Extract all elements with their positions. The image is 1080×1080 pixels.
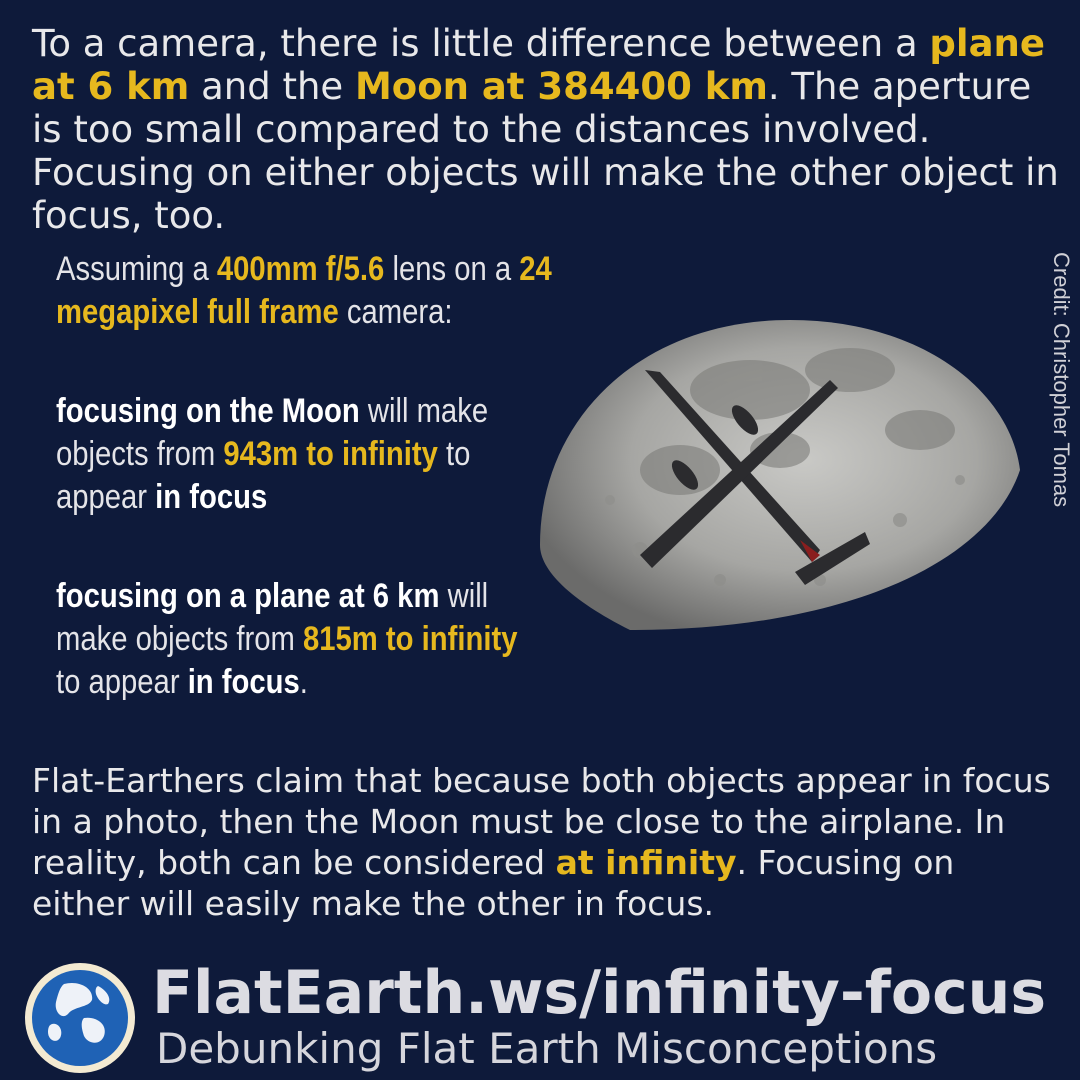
intro-highlight-plane: plane at 6 km — [32, 22, 1045, 108]
assumption-paragraph: Assuming a 400mm f/5.6 lens on a 24 mega… — [56, 248, 572, 334]
intro-text: . The aperture is too small compared to … — [32, 65, 1059, 237]
assumption-text: lens on a — [384, 250, 520, 288]
plane-focus-paragraph: focusing on a plane at 6 km will make ob… — [56, 575, 538, 704]
moon-plane-photo — [540, 320, 1020, 630]
intro-text: To a camera, there is little difference … — [32, 22, 930, 65]
moon-focus-range: 943m to infinity — [223, 435, 438, 473]
outro-highlight: at infinity — [555, 843, 737, 882]
intro-text: and the — [189, 65, 355, 108]
plane-focus-text: to appear — [56, 663, 188, 701]
moon-focus-paragraph: focusing on the Moon will make objects f… — [56, 390, 503, 519]
assumption-text: Assuming a — [56, 250, 217, 288]
outro-paragraph: Flat-Earthers claim that because both ob… — [32, 760, 1062, 924]
outro-text: . Focusing on either will easily make th… — [32, 843, 955, 923]
outro-text: Flat-Earthers claim that because both ob… — [32, 761, 1051, 882]
photo-credit: Credit: Christopher Tomas — [1049, 252, 1074, 508]
moon-focus-text: to appear — [56, 435, 471, 516]
site-url: FlatEarth.ws/infinity-focus — [152, 958, 1047, 1028]
plane-focus-bold: in focus — [187, 663, 300, 701]
assumption-text: camera: — [338, 293, 453, 331]
globe-logo-icon — [25, 963, 135, 1073]
assumption-lens: 400mm f/5.6 — [216, 250, 385, 288]
assumption-camera: 24 megapixel full frame — [56, 250, 552, 331]
intro-paragraph: To a camera, there is little difference … — [32, 22, 1062, 237]
plane-focus-text: . — [299, 663, 308, 701]
airplane-icon — [640, 370, 870, 585]
site-tagline: Debunking Flat Earth Misconceptions — [156, 1024, 938, 1073]
moon-focus-text: will make objects from — [56, 392, 489, 473]
plane-focus-text: will make objects from — [56, 577, 489, 658]
intro-highlight-moon: Moon at 384400 km — [354, 65, 768, 108]
moon-focus-bold: focusing on the Moon — [56, 392, 360, 430]
moon-icon — [540, 320, 1020, 630]
plane-focus-range: 815m to infinity — [303, 620, 518, 658]
moon-focus-bold: in focus — [155, 478, 268, 516]
plane-focus-bold: focusing on a plane at 6 km — [56, 577, 440, 615]
